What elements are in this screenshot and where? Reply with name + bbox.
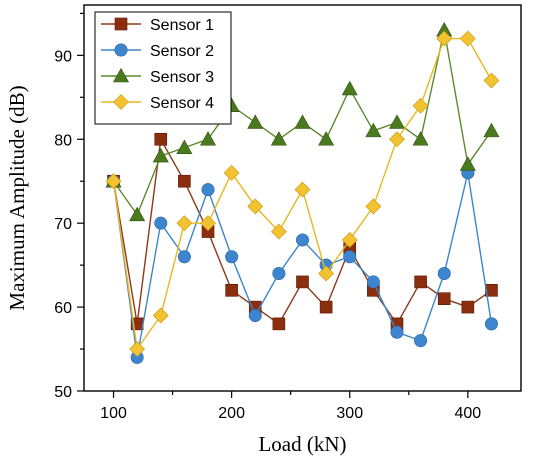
- point-sensor-1-240: [272, 317, 286, 331]
- x-tick-label-400: 400: [454, 405, 481, 422]
- y-tick-label-80: 80: [54, 132, 72, 149]
- point-sensor-4-280: [318, 265, 335, 282]
- point-sensor-2-380: [437, 267, 451, 281]
- point-sensor-4-340: [389, 131, 405, 148]
- legend-label-sensor-3: Sensor 3: [150, 69, 214, 86]
- point-sensor-1-260: [296, 275, 309, 289]
- x-tick-label-100: 100: [100, 405, 127, 422]
- point-sensor-2-260: [295, 233, 309, 247]
- point-sensor-1-400: [461, 300, 475, 314]
- point-sensor-4-420: [483, 72, 500, 89]
- y-tick-label-60: 60: [54, 300, 72, 317]
- point-sensor-4-380: [436, 30, 453, 47]
- x-tick-label-300: 300: [336, 405, 363, 422]
- point-sensor-4-300: [341, 232, 358, 248]
- legend-label-sensor-1: Sensor 1: [150, 17, 214, 34]
- point-sensor-2-360: [414, 334, 428, 348]
- point-sensor-4-100: [105, 173, 122, 190]
- series-line-sensor-1: [112, 137, 492, 326]
- plot-frame: [83, 4, 522, 392]
- series-sensor-4: [105, 30, 500, 357]
- point-sensor-2-240: [272, 267, 286, 281]
- point-sensor-1-200: [225, 284, 238, 297]
- series-sensor-2: [107, 166, 498, 364]
- legend-label-sensor-2: Sensor 2: [150, 43, 214, 60]
- point-sensor-3-140: [152, 147, 169, 163]
- point-sensor-4-320: [365, 198, 382, 215]
- y-tick-label-90: 90: [54, 48, 72, 65]
- point-sensor-4-360: [412, 97, 429, 114]
- y-tick-label-70: 70: [54, 216, 72, 233]
- point-sensor-3-420: [483, 122, 500, 138]
- point-sensor-3-280: [318, 131, 335, 146]
- axes: 100 200 300 400 50 60 70 80 90: [54, 4, 522, 422]
- point-sensor-3-320: [365, 122, 382, 138]
- point-sensor-1-420: [485, 284, 498, 297]
- point-sensor-3-180: [200, 131, 217, 146]
- y-tick-label-50: 50: [54, 384, 72, 401]
- point-sensor-4-400: [459, 30, 476, 47]
- x-tick-label-200: 200: [218, 405, 245, 422]
- point-sensor-2-320: [366, 275, 380, 289]
- point-sensor-3-300: [341, 80, 358, 96]
- point-sensor-1-160: [178, 174, 191, 188]
- point-sensor-2-160: [177, 250, 191, 264]
- point-sensor-4-260: [294, 181, 311, 198]
- point-sensor-4-220: [247, 198, 264, 215]
- point-sensor-4-240: [270, 223, 287, 240]
- point-sensor-3-400: [459, 156, 476, 171]
- point-sensor-3-260: [294, 114, 311, 129]
- point-sensor-2-220: [248, 308, 262, 322]
- point-sensor-3-240: [270, 131, 287, 146]
- series-sensor-3: [105, 22, 500, 222]
- plot-area: [105, 22, 500, 364]
- point-sensor-1-380: [437, 292, 451, 305]
- legend-marker-sensor-2: [114, 43, 128, 57]
- point-sensor-1-360: [414, 275, 427, 289]
- point-sensor-4-120: [129, 341, 146, 357]
- point-sensor-4-200: [223, 164, 240, 181]
- x-axis-title: Load (kN): [258, 432, 346, 456]
- point-sensor-2-180: [201, 183, 215, 197]
- point-sensor-3-340: [388, 114, 405, 129]
- point-sensor-2-200: [225, 250, 239, 264]
- legend: Sensor 1 Sensor 2 Sensor 3 Sensor 4: [94, 11, 232, 125]
- y-axis-title: Maximum Amplitude (dB): [5, 85, 29, 310]
- legend-marker-sensor-3: [112, 67, 130, 83]
- point-sensor-2-420: [484, 317, 498, 331]
- point-sensor-1-140: [154, 132, 168, 146]
- series-line-sensor-2: [112, 172, 493, 358]
- point-sensor-3-120: [129, 206, 146, 222]
- legend-marker-sensor-4: [113, 94, 129, 110]
- point-sensor-3-160: [176, 139, 193, 154]
- legend-marker-sensor-1: [114, 17, 128, 31]
- point-sensor-2-140: [154, 216, 168, 230]
- point-sensor-3-360: [412, 131, 429, 146]
- point-sensor-4-160: [176, 215, 193, 232]
- point-sensor-2-340: [390, 325, 404, 339]
- point-sensor-1-280: [319, 300, 333, 314]
- point-sensor-3-220: [247, 114, 264, 129]
- point-sensor-4-180: [200, 215, 216, 232]
- legend-label-sensor-4: Sensor 4: [150, 95, 214, 112]
- point-sensor-2-300: [343, 250, 357, 264]
- point-sensor-4-140: [152, 307, 169, 324]
